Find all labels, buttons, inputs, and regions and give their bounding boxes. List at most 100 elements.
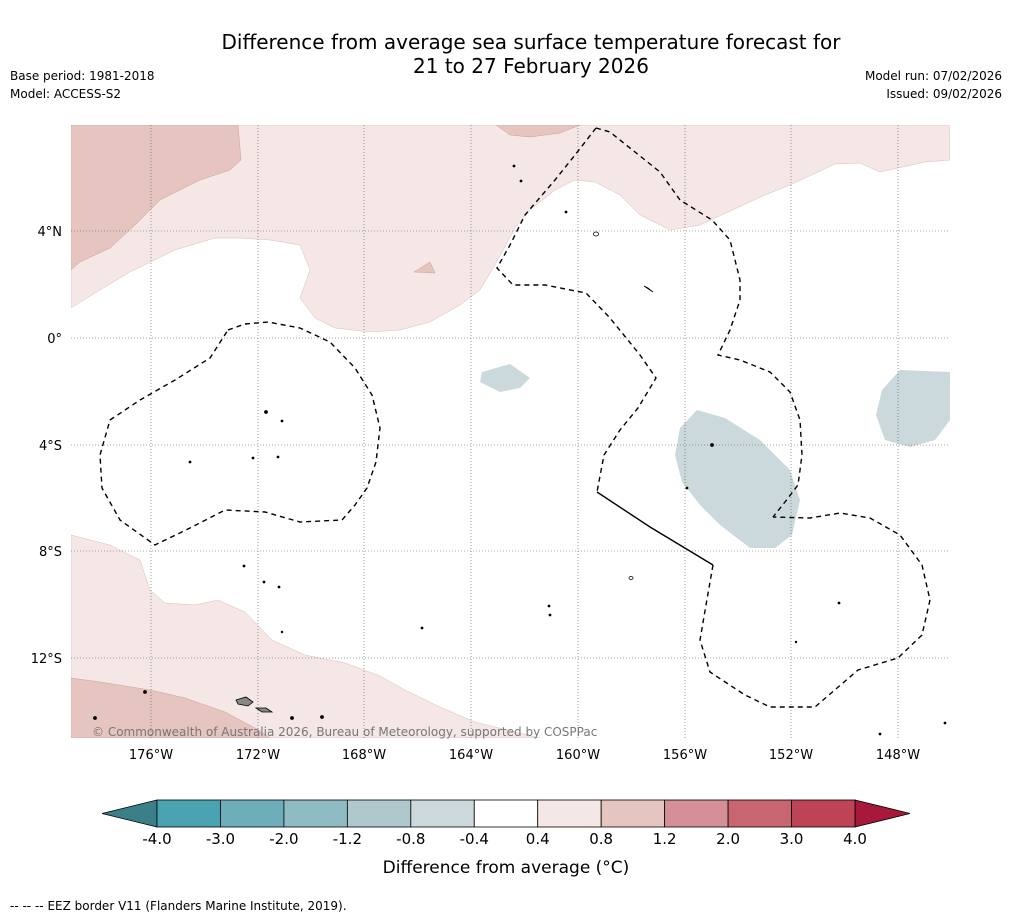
eez-borders [99,127,931,708]
lat-label: 8°S [39,545,62,560]
sst-field [71,125,950,738]
colorbar-segment [283,799,348,828]
lon-labels: 176°W 172°W 168°W 164°W 160°W 156°W 152°… [129,748,920,763]
colorbar-label: 0.4 [526,830,550,848]
colorbar-extend-low [101,799,158,828]
colorbar: -4.0 -3.0 -2.0 -1.2 -0.8 -0.4 0.4 0.8 1.2 2.0 3.0 4… [101,799,911,848]
colorbar-label: 3.0 [780,830,804,848]
eez-border-kiribati-line [595,127,803,518]
title-line-2: 21 to 27 February 2026 [413,54,649,78]
meta-right: Model run: 07/02/2026 Issued: 09/02/2026 [865,67,1002,103]
island [420,626,424,630]
warm-anomaly-south [71,534,541,738]
lat-labels: 4°N 0° 4°S 8°S 12°S [31,225,62,667]
warmer-anomaly-northwest [71,125,242,271]
map-title: Difference from average sea surface temp… [0,30,1011,78]
eez-border-solid [596,491,714,566]
colorbar-label: -3.0 [206,830,235,848]
island [643,285,654,293]
colorbar-segment [156,799,221,828]
colorbar-segment [600,799,666,828]
lon-label: 152°W [769,748,813,763]
island [242,564,246,568]
colorbar-label: -1.2 [333,830,362,848]
island [93,716,97,720]
island [593,231,599,237]
islands [93,164,947,736]
island [685,486,689,490]
island [943,721,947,725]
island [264,410,268,414]
lon-label: 148°W [876,748,920,763]
colorbar-label: -4.0 [142,830,171,848]
colorbar-title: Difference from average (°C) [383,858,630,878]
colorbar-segment [791,799,856,828]
island [251,456,255,460]
colorbar-label: 4.0 [843,830,867,848]
base-period: Base period: 1981-2018 [10,69,155,83]
island [320,715,324,719]
island-samoa-savaii [235,696,254,707]
island [878,732,882,736]
island [276,455,280,459]
lat-label: 4°S [39,439,62,454]
model-run: Model run: 07/02/2026 [864,69,1002,83]
island [512,164,516,168]
lon-label: 164°W [449,748,493,763]
copyright-notice: © Commonwealth of Australia 2026, Bureau… [92,725,597,739]
cool-anomaly-central [480,364,530,392]
meta-left: Base period: 1981-2018 Model: ACCESS-S2 [10,67,155,103]
island-samoa-upolu [254,707,274,713]
eez-border-segment [596,491,714,566]
lon-label: 172°W [236,748,280,763]
colorbar-label: -0.8 [396,830,425,848]
island [280,419,284,423]
lon-label: 176°W [129,748,173,763]
island [277,585,281,589]
colorbar-label: -2.0 [269,830,298,848]
island [837,601,841,605]
island [564,210,568,214]
colorbar-segment [346,799,412,828]
cool-anomaly-southeast [675,410,800,548]
island [280,630,284,634]
lon-label: 156°W [663,748,707,763]
warmer-anomaly-north-patch [495,125,581,138]
island [290,716,294,720]
island [519,179,523,183]
eez-legend-symbol: -- -- -- [10,899,44,913]
warm-anomaly-north [71,125,950,333]
colorbar-label: -0.4 [460,830,489,848]
lat-label: 4°N [38,225,63,240]
island [188,460,192,464]
colorbar-label: 0.8 [589,830,613,848]
colorbar-extend-high [854,799,911,828]
island [548,613,552,617]
colorbar-segment [410,799,475,828]
lat-label: 12°S [31,652,62,667]
colorbar-segment [664,799,729,828]
island [262,580,266,584]
model-name: Model: ACCESS-S2 [10,87,122,101]
island [628,576,634,580]
warmer-anomaly-southwest [71,677,271,738]
colorbar-segment [473,799,539,828]
island [710,443,714,447]
colorbar-label: 2.0 [716,830,740,848]
island [794,640,798,644]
lon-label: 160°W [556,748,600,763]
warmer-anomaly-small [413,261,436,274]
eez-border-tokelau [99,321,381,546]
issued-date: Issued: 09/02/2026 [886,87,1002,101]
cool-anomaly-east [876,370,950,447]
lat-label: 0° [47,332,62,347]
title-line-1: Difference from average sea surface temp… [221,30,841,54]
lon-label: 168°W [342,748,386,763]
eez-legend: -- -- -- EEZ border V11 (Flanders Marine… [10,899,347,913]
eez-legend-text: EEZ border V11 (Flanders Marine Institut… [47,899,347,913]
colorbar-segment [220,799,285,828]
colorbar-segment [537,799,602,828]
island [143,690,147,694]
colorbar-label: 1.2 [653,830,677,848]
island [547,604,551,608]
